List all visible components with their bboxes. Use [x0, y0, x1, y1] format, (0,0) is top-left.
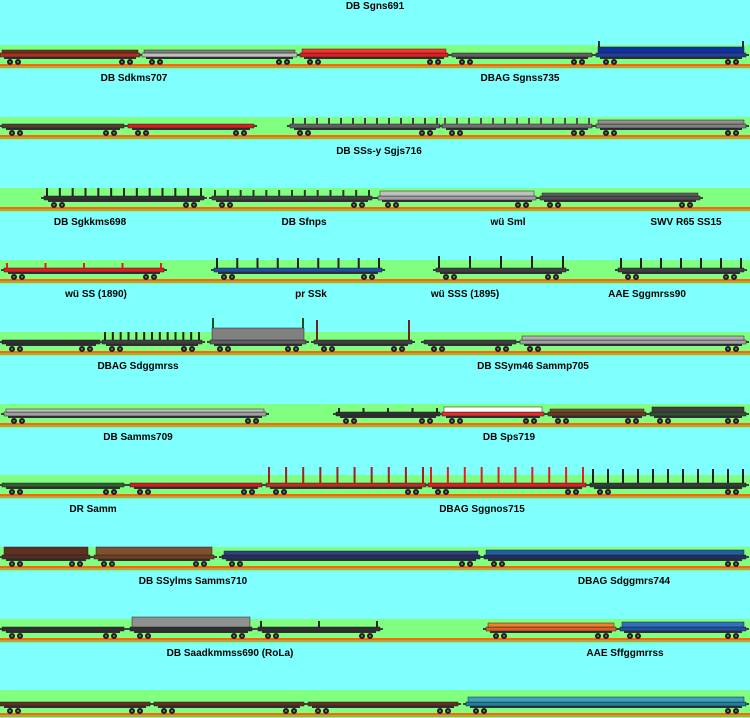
- wagon-r1-2: [125, 123, 257, 136]
- label-swv-ss15: SWV R65 SS15: [650, 217, 722, 228]
- rail-9: [0, 713, 750, 715]
- wagon-r8-4: [483, 622, 619, 639]
- wagon-r0-4: [449, 52, 595, 65]
- label-sfnps: DB Sfnps: [281, 217, 327, 228]
- wagon-r8-3: [255, 621, 383, 639]
- ballast-1: [0, 137, 750, 139]
- wagon-r5-2: [333, 408, 443, 424]
- wagon-r8-1: [0, 626, 127, 639]
- wagon-r4-1: [0, 339, 103, 352]
- wagon-r4-5: [421, 339, 519, 352]
- wagon-r9-3: [305, 701, 461, 714]
- wagon-r4-4: [311, 320, 415, 352]
- label-sgjs716: DB SSs-y Sgjs716: [336, 146, 422, 157]
- rail-5: [0, 423, 750, 425]
- ballast-3: [0, 281, 750, 283]
- wagon-r3-2: [211, 258, 385, 280]
- wagon-r1-5: [593, 119, 749, 136]
- ballast-8: [0, 640, 750, 642]
- rail-3: [0, 279, 750, 281]
- label-wu-sss-1895: wü SSS (1895): [430, 289, 500, 300]
- wagon-r7-4: [481, 549, 749, 567]
- label-samms709: DB Samms709: [103, 432, 173, 443]
- wagon-r6-1: [0, 482, 127, 495]
- rail-1: [0, 135, 750, 137]
- label-sps719: DB Sps719: [482, 432, 536, 443]
- rail-7: [0, 566, 750, 568]
- ballast-4: [0, 353, 750, 355]
- wagon-r7-2: [91, 546, 217, 567]
- wagon-r1-3: [287, 118, 443, 136]
- rail-6: [0, 494, 750, 496]
- label-aae-sggmrss90: AAE Sggmrss90: [608, 289, 686, 300]
- label-sggnos715: DBAG Sggnos715: [439, 504, 525, 515]
- wagon-r4-2: [99, 332, 205, 352]
- label-sffggmrrss: AAE Sffggmrrss: [586, 648, 664, 659]
- rail-8: [0, 638, 750, 640]
- wagon-r4-3: [207, 318, 309, 352]
- wagon-r9-4: [463, 696, 749, 714]
- ballast-9: [0, 715, 750, 717]
- wagon-r2-2: [209, 190, 375, 208]
- wagon-r0-5: [593, 41, 749, 65]
- ballast-0: [0, 66, 750, 68]
- ballast-5: [0, 425, 750, 427]
- label-saadkmmss690: DB Saadkmmss690 (RoLa): [166, 648, 294, 659]
- wagon-r3-4: [615, 258, 747, 280]
- wagon-r2-4: [537, 192, 703, 208]
- label-sgns691: DB Sgns691: [345, 1, 405, 12]
- rail-2: [0, 207, 750, 209]
- wagon-r5-4: [545, 408, 649, 424]
- label-sgkkms698: DB Sgkkms698: [53, 217, 127, 228]
- ballast-6: [0, 496, 750, 498]
- label-wu-sml: wü Sml: [490, 217, 526, 228]
- label-samms710: DB SSylms Samms710: [138, 576, 248, 587]
- wagon-r8-2: [127, 616, 255, 639]
- wagon-r8-5: [617, 621, 749, 639]
- wagon-r6-5: [587, 469, 749, 495]
- wagon-r4-6: [517, 335, 749, 352]
- wagon-r5-5: [647, 406, 749, 424]
- wagon-r9-2: [151, 701, 307, 714]
- wagon-r5-3: [439, 406, 547, 424]
- wagon-r5-1: [1, 408, 269, 424]
- wagon-r0-1: [0, 49, 143, 65]
- wagon-r1-1: [0, 123, 127, 136]
- label-pr-ssk: pr SSk: [295, 289, 327, 300]
- ballast-2: [0, 209, 750, 211]
- wagon-r6-4: [425, 467, 589, 495]
- wagon-r7-1: [0, 546, 93, 567]
- label-wu-ss-1890: wü SS (1890): [65, 289, 127, 300]
- label-sgnss735: DBAG Sgnss735: [480, 73, 560, 84]
- wagon-r2-1: [41, 188, 207, 208]
- label-sdggmrss: DBAG Sdggmrss: [97, 361, 179, 372]
- wagon-r6-3: [263, 467, 429, 495]
- label-dr-samm: DR Samm: [69, 504, 117, 515]
- rail-4: [0, 351, 750, 353]
- wagon-r7-3: [219, 550, 483, 567]
- label-sammp705: DB SSym46 Sammp705: [477, 361, 589, 372]
- ballast-7: [0, 568, 750, 570]
- wagon-r3-3: [433, 256, 569, 280]
- rail-0: [0, 64, 750, 66]
- wagon-r1-4: [439, 118, 595, 136]
- wagon-r3-1: [1, 263, 167, 280]
- label-sdkms707: DB Sdkms707: [100, 73, 168, 84]
- label-sdggmrs744: DBAG Sdggmrs744: [577, 576, 671, 587]
